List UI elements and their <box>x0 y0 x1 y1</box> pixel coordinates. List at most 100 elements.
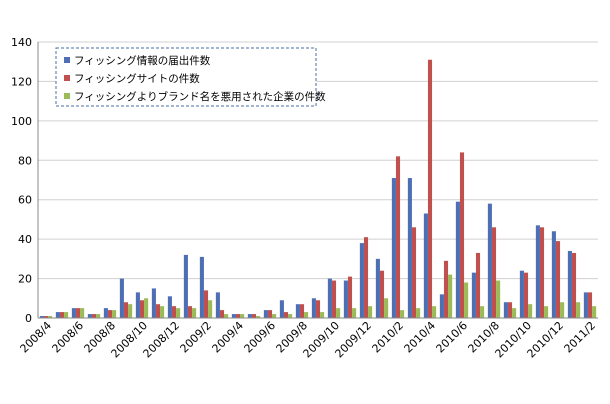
bar-1 <box>215 292 220 318</box>
bar-2 <box>459 152 465 318</box>
x-tick-label: 2009/4 <box>210 319 247 356</box>
legend-swatch-1 <box>64 57 70 63</box>
bar-2 <box>91 314 97 318</box>
bar-3 <box>320 312 325 318</box>
bar-1 <box>343 280 348 318</box>
bar-2 <box>427 59 433 319</box>
bar-3 <box>576 302 581 318</box>
bar-1 <box>103 308 108 318</box>
bar-2 <box>219 310 225 318</box>
x-tick-label: 2011/2 <box>562 319 599 356</box>
y-tick-label: 80 <box>18 154 32 167</box>
bar-2 <box>203 290 209 318</box>
bar-1 <box>567 250 572 318</box>
bar-3 <box>128 304 133 318</box>
legend-swatch-2 <box>64 75 70 81</box>
bar-2 <box>59 312 65 318</box>
bar-1 <box>39 316 44 318</box>
bar-3 <box>176 308 181 318</box>
bar-1 <box>455 201 460 318</box>
bar-2 <box>267 310 273 318</box>
bar-3 <box>336 308 341 318</box>
bar-2 <box>123 302 129 318</box>
legend-swatch-3 <box>64 93 70 99</box>
y-tick-label: 60 <box>18 194 32 207</box>
bar-1 <box>375 258 380 318</box>
bar-1 <box>391 178 396 318</box>
bar-3 <box>432 306 437 318</box>
bar-2 <box>107 310 113 318</box>
bar-1 <box>279 300 284 318</box>
bar-3 <box>80 308 85 318</box>
bars <box>39 59 597 319</box>
bar-3 <box>592 306 597 318</box>
legend-label-1: フィッシング情報の届出件数 <box>74 54 211 67</box>
axes <box>37 42 598 319</box>
bar-2 <box>491 227 497 318</box>
bar-1 <box>359 243 364 318</box>
y-tick-label: 120 <box>11 75 32 88</box>
bar-1 <box>135 292 140 318</box>
bar-3 <box>112 310 117 318</box>
bar-3 <box>352 308 357 318</box>
bar-3 <box>384 298 389 318</box>
bar-3 <box>160 306 165 318</box>
bar-1 <box>183 254 188 318</box>
bar-3 <box>512 308 517 318</box>
bar-3 <box>64 312 69 318</box>
bar-3 <box>464 282 469 318</box>
bar-1 <box>247 314 252 318</box>
bar-3 <box>192 308 197 318</box>
bar-2 <box>331 280 337 318</box>
bar-3 <box>48 316 53 318</box>
bar-3 <box>400 310 405 318</box>
bar-3 <box>208 300 213 318</box>
bar-2 <box>315 300 321 318</box>
bar-3 <box>528 304 533 318</box>
x-tick-label: 2010/4 <box>402 319 439 356</box>
bar-1 <box>407 178 412 318</box>
bar-2 <box>555 241 561 318</box>
bar-2 <box>283 312 289 318</box>
bar-3 <box>144 298 149 318</box>
bar-2 <box>251 314 257 318</box>
bar-3 <box>560 302 565 318</box>
bar-1 <box>503 302 508 318</box>
bar-1 <box>487 203 492 318</box>
bar-2 <box>347 276 353 318</box>
bar-2 <box>587 292 593 318</box>
bar-2 <box>475 252 481 318</box>
bar-2 <box>379 270 385 318</box>
bar-3 <box>416 308 421 318</box>
bar-3 <box>256 316 261 318</box>
x-tick-label: 2009/6 <box>242 319 279 356</box>
bar-1 <box>439 294 444 318</box>
bar-2 <box>539 227 545 318</box>
bar-1 <box>231 314 236 318</box>
legend-label-2: フィッシングサイトの件数 <box>74 72 200 85</box>
y-tick-label: 100 <box>11 115 32 128</box>
bar-1 <box>71 308 76 318</box>
bar-3 <box>224 314 229 318</box>
bar-2 <box>507 302 513 318</box>
x-tick-label: 2010/2 <box>370 319 407 356</box>
bar-1 <box>119 278 124 318</box>
bar-1 <box>151 288 156 318</box>
bar-1 <box>583 292 588 318</box>
bar-1 <box>535 225 540 318</box>
bar-3 <box>368 306 373 318</box>
bar-2 <box>139 300 145 318</box>
bar-3 <box>96 314 101 318</box>
x-tick-label: 2010/6 <box>434 319 471 356</box>
y-tick-label: 0 <box>25 312 32 325</box>
bar-2 <box>363 237 369 318</box>
legend-label-3: フィッシングよりブランド名を悪用された企業の件数 <box>74 90 326 103</box>
bar-2 <box>75 308 81 318</box>
legend: フィッシング情報の届出件数フィッシングサイトの件数フィッシングよりブランド名を悪… <box>55 47 326 107</box>
bar-1 <box>551 231 556 318</box>
x-axis-ticks: 2008/42008/62008/82008/102008/122009/220… <box>18 319 599 361</box>
bar-3 <box>544 306 549 318</box>
bar-3 <box>448 274 453 318</box>
